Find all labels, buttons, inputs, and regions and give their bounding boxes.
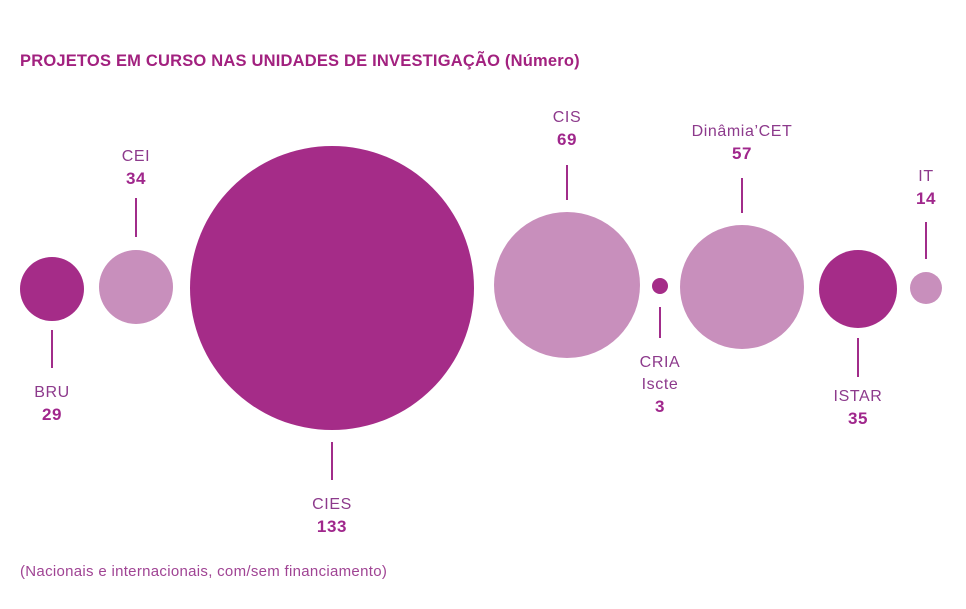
- bubble-cies: [190, 146, 474, 430]
- connector-line-din-mia-cet: [741, 178, 743, 213]
- label-din-mia-cet: Dinâmia’CET 57: [657, 121, 827, 165]
- bubble-cria-iscte: [652, 278, 668, 294]
- unit-name-cria-iscte: CRIA Iscte: [639, 354, 681, 393]
- unit-value-cies: 133: [316, 517, 348, 536]
- connector-line-cei: [135, 198, 137, 237]
- label-cis: CIS 69: [482, 107, 652, 151]
- unit-value-bru: 29: [41, 405, 63, 424]
- unit-name-it: IT: [918, 168, 934, 185]
- bubble-din-mia-cet: [680, 225, 804, 349]
- bubble-cei: [99, 250, 173, 324]
- unit-name-bru: BRU: [34, 384, 70, 401]
- connector-line-cies: [331, 442, 333, 480]
- connector-line-bru: [51, 330, 53, 368]
- unit-name-cies: CIES: [312, 496, 352, 513]
- connector-line-istar: [857, 338, 859, 377]
- unit-name-cei: CEI: [121, 148, 151, 165]
- bubble-bru: [20, 257, 84, 321]
- bubble-istar: [819, 250, 897, 328]
- bubble-cis: [494, 212, 640, 358]
- unit-value-it: 14: [915, 189, 937, 208]
- label-istar: ISTAR 35: [773, 386, 943, 430]
- label-bru: BRU 29: [0, 382, 137, 426]
- unit-value-istar: 35: [847, 409, 869, 428]
- label-cria-iscte: CRIA Iscte 3: [575, 352, 745, 418]
- footnote: (Nacionais e internacionais, com/sem fin…: [20, 563, 388, 580]
- connector-line-it: [925, 222, 927, 259]
- label-cei: CEI 34: [51, 146, 221, 190]
- unit-name-cis: CIS: [552, 109, 582, 126]
- unit-value-cria-iscte: 3: [654, 397, 666, 416]
- unit-value-cis: 69: [556, 130, 578, 149]
- label-cies: CIES 133: [247, 494, 417, 538]
- unit-name-istar: ISTAR: [833, 388, 883, 405]
- label-it: IT 14: [841, 166, 966, 210]
- unit-value-cei: 34: [125, 169, 147, 188]
- page-title: PROJETOS EM CURSO NAS UNIDADES DE INVEST…: [20, 52, 580, 70]
- connector-line-cria-iscte: [659, 307, 661, 338]
- unit-name-din-mia-cet: Dinâmia’CET: [691, 123, 793, 140]
- unit-value-din-mia-cet: 57: [731, 144, 753, 163]
- connector-line-cis: [566, 165, 568, 200]
- bubble-it: [910, 272, 942, 304]
